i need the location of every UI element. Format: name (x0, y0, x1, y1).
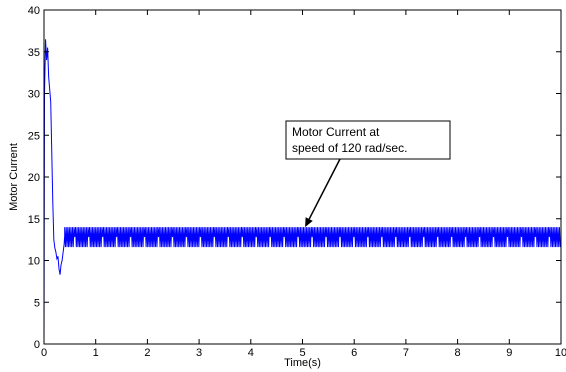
plot-area (44, 10, 561, 344)
x-tick-label: 0 (41, 347, 47, 359)
annotation-line-2: speed of 120 rad/sec. (292, 141, 407, 155)
y-tick-label: 20 (28, 172, 40, 184)
x-tick-label: 3 (196, 347, 202, 359)
y-tick-label: 25 (28, 130, 40, 142)
y-tick-label: 35 (28, 47, 40, 59)
y-tick-label: 15 (28, 214, 40, 226)
x-tick-label: 5 (299, 347, 305, 359)
x-tick-label: 8 (455, 347, 461, 359)
x-axis-title: Time(s) (284, 357, 321, 369)
annotation-line-1: Motor Current at (292, 125, 380, 139)
x-tick-label: 2 (144, 347, 150, 359)
x-tick-label: 9 (506, 347, 512, 359)
annotation-arrowhead (305, 217, 313, 228)
y-tick-label: 30 (28, 89, 40, 101)
x-tick-label: 6 (351, 347, 357, 359)
annotation-box (285, 120, 451, 160)
y-axis-title: Motor Current (8, 143, 20, 211)
data-layer (43, 39, 561, 345)
y-tick-label: 5 (34, 297, 40, 309)
x-tick-label: 1 (93, 347, 99, 359)
y-tick-label: 0 (34, 339, 40, 351)
y-tick-label: 40 (28, 5, 40, 17)
series-line (43, 39, 561, 345)
x-tick-label: 10 (555, 347, 566, 359)
axis-ticks: 0 1 2 3 4 5 6 7 8 9 10 0 5 10 15 20 25 30 35 40 (28, 5, 566, 359)
y-tick-label: 10 (28, 256, 40, 268)
x-tick-label: 7 (403, 347, 409, 359)
annotation: Motor Current at speed of 120 rad/sec. (285, 120, 451, 228)
annotation-arrow (308, 158, 341, 220)
x-tick-label: 4 (248, 347, 254, 359)
